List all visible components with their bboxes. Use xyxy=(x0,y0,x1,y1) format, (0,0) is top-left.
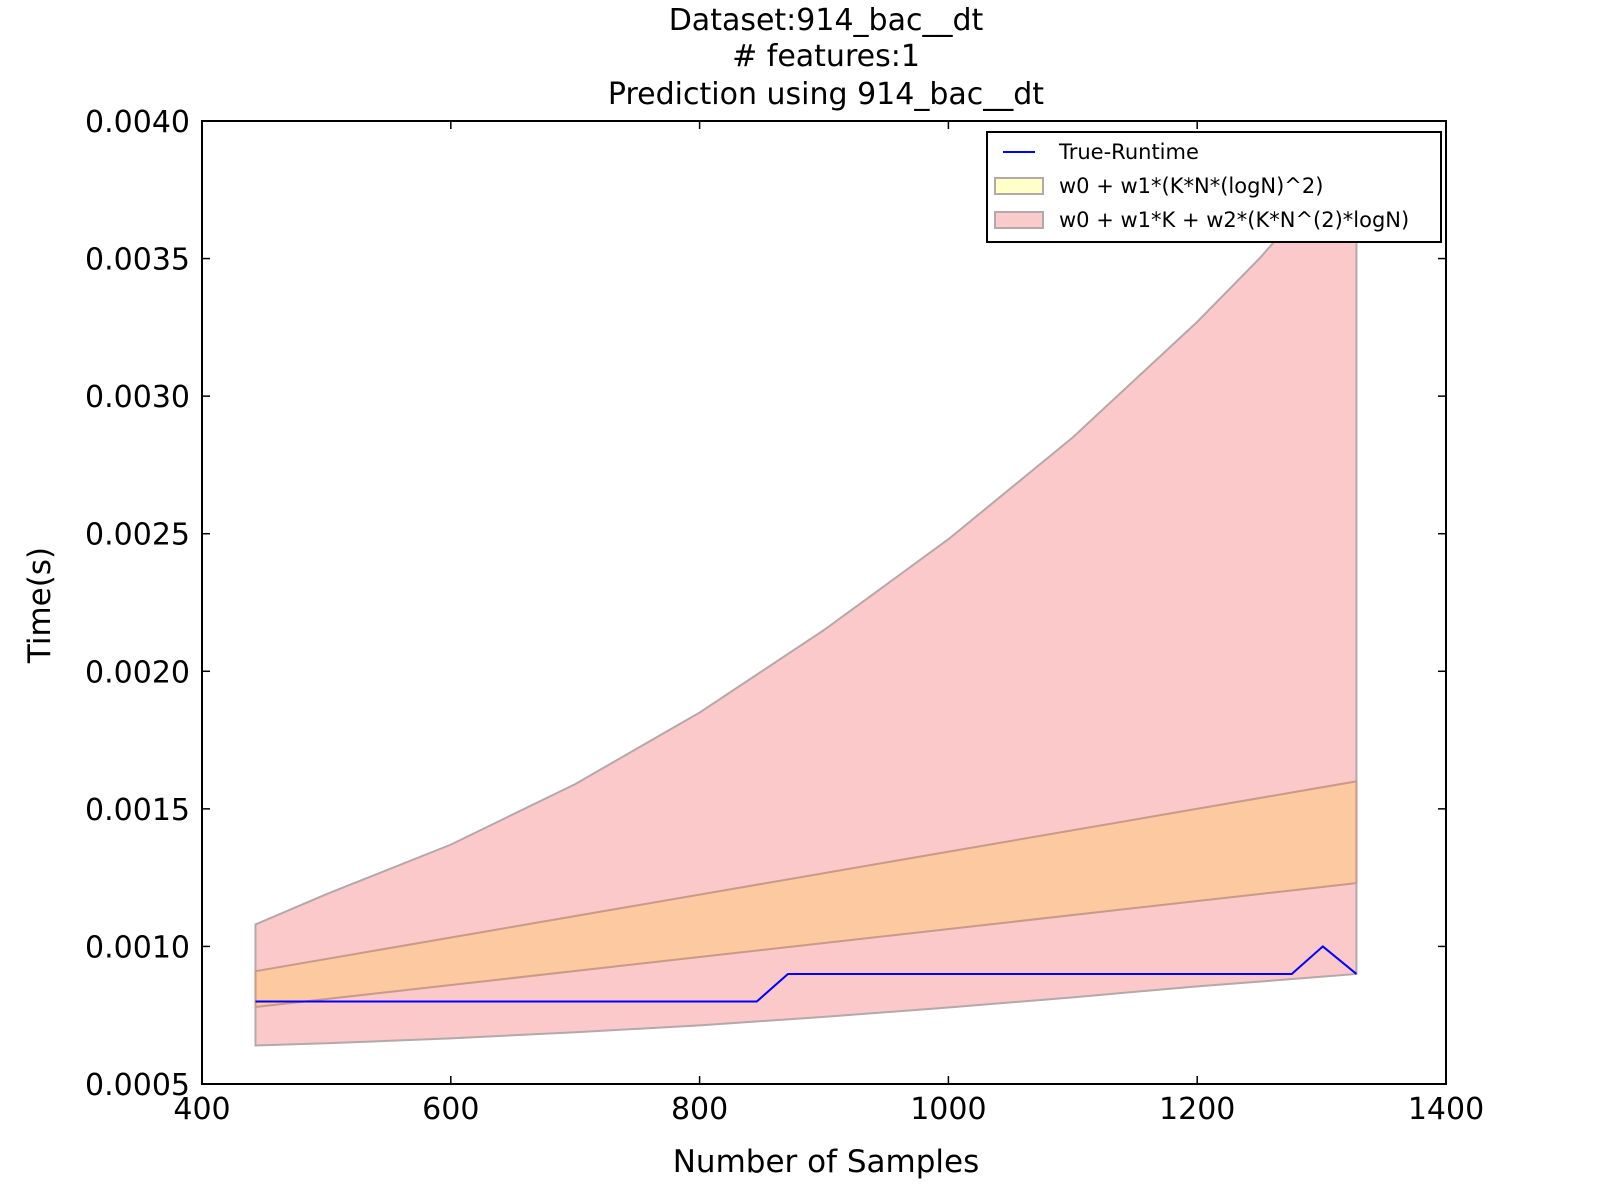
y-axis-label: Time(s) xyxy=(22,547,58,664)
legend-label: True-Runtime xyxy=(1058,140,1199,164)
y-tick-label: 0.0040 xyxy=(85,105,190,140)
bands xyxy=(254,145,1358,1047)
chart-title: Dataset:914_bac__dt # features:1 Predict… xyxy=(608,3,1044,112)
ticks: 400 600 800 1000 1200 1400 0.0005 0.0010 0.0015 0… xyxy=(85,105,1484,1127)
series-lines xyxy=(255,945,1358,1003)
legend-label: w0 + w1*K + w2*(K*N^(2)*logN) xyxy=(1059,208,1409,232)
y-tick-label: 0.0020 xyxy=(85,655,190,690)
legend-box xyxy=(986,131,1442,243)
y-tick-label: 0.0010 xyxy=(85,930,190,965)
x-tick-label: 1400 xyxy=(1408,1092,1484,1127)
x-tick-label: 1200 xyxy=(1159,1092,1235,1127)
y-tick-label: 0.0025 xyxy=(85,518,190,553)
legend: True-Runtime w0 + w1*(K*N*(logN)^2) w0 + w… xyxy=(986,131,1442,243)
title-line-3: Prediction using 914_bac__dt xyxy=(608,77,1044,112)
y-tick-label: 0.0005 xyxy=(85,1068,190,1103)
y-tick-label: 0.0015 xyxy=(85,793,190,828)
x-tick-label: 600 xyxy=(422,1092,479,1127)
y-tick-label: 0.0035 xyxy=(85,243,190,278)
x-tick-label: 400 xyxy=(173,1092,230,1127)
x-tick-label: 1000 xyxy=(910,1092,986,1127)
y-tick-label: 0.0030 xyxy=(85,380,190,415)
plot-frame xyxy=(201,120,1447,1085)
legend-patch-swatch xyxy=(994,177,1044,195)
series-line-0 xyxy=(255,945,1358,1003)
x-tick-label: 800 xyxy=(671,1092,728,1127)
band-area-2 xyxy=(254,780,1358,1009)
legend-label: w0 + w1*(K*N*(logN)^2) xyxy=(1059,174,1323,198)
x-axis-label: Number of Samples xyxy=(673,1144,980,1180)
title-line-2: # features:1 xyxy=(732,39,920,74)
title-line-1: Dataset:914_bac__dt xyxy=(669,3,984,38)
legend-patch-swatch xyxy=(994,211,1044,229)
